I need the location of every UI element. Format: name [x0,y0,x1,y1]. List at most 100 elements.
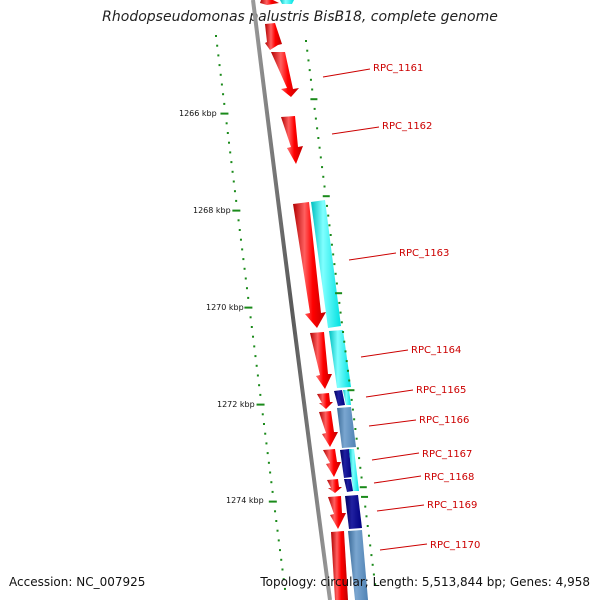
tick-mark [325,204,328,207]
tick-mark [233,190,236,193]
gene-label: RPC_1161 [373,63,423,74]
tick-mark [321,166,324,169]
tick-mark [348,379,351,382]
tick-mark [278,549,281,552]
tick-mark [313,107,316,110]
tick-mark [226,132,229,134]
tick-mark [323,185,326,188]
tick-mark [317,137,320,139]
reverse-strand-genes [280,0,368,600]
tick-mark [356,447,359,450]
tick-mark [229,151,232,154]
tick-mark [249,316,252,319]
tick-mark [256,403,265,406]
tick-mark [354,428,357,430]
tick-mark [360,476,363,479]
tick-mark [347,389,355,392]
tick-mark [366,525,369,527]
kbp-tick-label: 1268 kbp [193,206,231,215]
tick-mark [267,461,270,464]
tick-mark [215,35,217,37]
tick-mark [275,520,278,522]
tick-mark [351,408,354,411]
tick-mark [276,529,279,532]
gene-label: RPC_1163 [399,248,449,259]
tick-mark [309,78,312,81]
tick-mark [235,199,238,202]
tick-mark [361,495,369,498]
tick-mark [259,393,262,396]
gene-label: RPC_1165 [416,385,466,396]
gene-arrow [327,479,342,493]
tick-mark [359,486,367,489]
tick-mark [250,326,253,328]
gene-label: RPC_1169 [427,500,477,511]
tick-mark [253,345,256,348]
gene-label: RPC_1170 [430,540,480,551]
gene-arrow [328,496,346,529]
kbp-tick-label: 1274 kbp [226,496,264,505]
tick-mark [247,296,250,299]
tick-mark [311,88,314,91]
gene-arrow [323,449,341,477]
accession-text: Accession: NC_007925 [9,575,146,589]
tick-mark [364,505,367,508]
tick-mark [283,587,286,590]
tick-mark [308,69,311,72]
tick-mark [322,195,330,198]
tick-mark [343,340,346,343]
gene-arrow [344,479,353,492]
tick-mark [262,423,265,425]
tick-mark [228,141,231,144]
tick-mark [369,544,372,547]
tick-mark [344,350,347,353]
tick-mark [335,292,343,295]
gene-arrow [329,330,351,388]
tick-mark [330,243,333,246]
gene-arrow [317,393,333,409]
tick-mark [345,360,348,363]
tick-mark [355,437,358,440]
gene-arrow [271,52,299,97]
tick-mark [339,311,342,314]
tick-mark [225,122,228,125]
tick-mark [220,83,223,86]
tick-mark [358,457,361,460]
tick-mark [318,146,321,149]
tick-mark [338,301,341,304]
tick-mark [219,73,222,76]
gene-arrow [311,200,341,328]
tick-mark [230,161,233,164]
tick-mark [218,64,221,67]
tick-mark [374,583,377,586]
tick-mark [333,263,336,266]
gene-arrow [265,23,282,50]
tick-mark [329,234,332,236]
tick-mark [332,253,335,256]
tick-mark [319,156,322,159]
tick-mark [306,49,309,52]
tick-mark [222,93,225,96]
gene-arrow [310,332,332,389]
kbp-tick-label: 1272 kbp [217,400,255,409]
gene-arrow [349,449,359,491]
gene-arrow [343,390,351,405]
tick-mark [274,510,277,513]
gene-label: RPC_1164 [411,345,461,356]
kbp-tick-label: 1270 kbp [206,303,244,312]
tick-mark [350,398,353,401]
tick-mark [372,573,375,576]
tick-mark [231,170,234,173]
tick-mark [346,369,349,372]
tick-mark [335,282,338,285]
tick-mark [244,306,253,309]
tick-mark [254,355,257,358]
tick-mark [282,578,285,581]
tick-mark [271,490,274,493]
gene-arrow [319,411,338,447]
tick-mark [277,539,280,542]
tick-mark [359,466,362,469]
gene-label: RPC_1168 [424,472,474,483]
tick-mark [256,374,259,377]
